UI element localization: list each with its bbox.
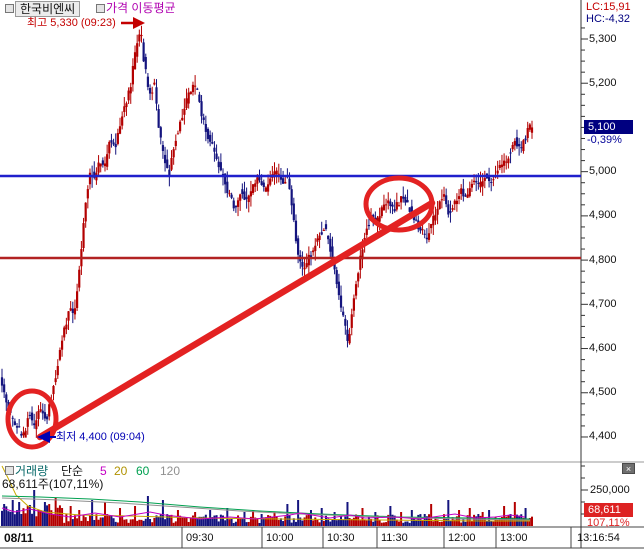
price-tick-label: 4,500 xyxy=(589,386,617,399)
time-axis-label: 08/11 xyxy=(4,531,34,545)
stock-name-label: 한국비엔씨 xyxy=(15,1,81,17)
close-icon[interactable]: × xyxy=(622,463,635,474)
volume-pct-label: 107,11% xyxy=(587,517,630,529)
price-change-label: -0,39% xyxy=(587,134,622,146)
volume-ma-period-label: 5 xyxy=(100,464,107,478)
volume-info-label: 68,611주(107,11%) xyxy=(2,477,104,491)
day-high-annotation: 최고 5,330 (09:23) xyxy=(27,17,116,29)
price-tick-label: 5,200 xyxy=(589,76,617,89)
price-tick-label: 4,600 xyxy=(589,342,617,355)
price-tick-label: 4,900 xyxy=(589,209,617,222)
day-low-annotation: 최저 4,400 (09:04) xyxy=(56,431,145,443)
price-ma-toggle-checkbox[interactable] xyxy=(96,4,105,13)
volume-ma-period-label: 20 xyxy=(114,464,128,478)
time-axis-label: 13:16:54 xyxy=(577,532,620,544)
price-tick-label: 4,400 xyxy=(589,430,617,443)
time-axis-label: 13:00 xyxy=(500,532,528,544)
price-tick-label: 4,800 xyxy=(589,253,617,266)
volume-toggle-checkbox[interactable] xyxy=(5,466,14,475)
price-tick-label: 5,300 xyxy=(589,32,617,45)
volume-legend-label: 거래량 xyxy=(15,464,49,478)
current-price-badge: 5,100 xyxy=(584,120,633,134)
price-ma-label: 가격 이동평균 xyxy=(106,1,176,15)
time-axis-label: 11:30 xyxy=(381,532,408,544)
stock-toggle-checkbox[interactable] xyxy=(5,4,14,13)
price-tick-label: 5,000 xyxy=(589,165,617,178)
price-tick-label: 4,700 xyxy=(589,297,617,310)
time-axis-label: 10:30 xyxy=(327,532,355,544)
time-axis-label: 10:00 xyxy=(266,532,294,544)
volume-axis-tick-label: 250,000 xyxy=(590,484,630,496)
hc-value: HC:-4,32 xyxy=(586,13,631,25)
volume-ma-period-label: 120 xyxy=(160,464,181,478)
volume-ma-period-label: 60 xyxy=(136,464,150,478)
time-axis-label: 12:00 xyxy=(448,532,476,544)
current-volume-badge: 68,611 xyxy=(584,503,633,517)
time-axis-label: 09:30 xyxy=(186,532,214,544)
volume-ma-type-label: 단순 xyxy=(61,464,84,478)
lc-value: LC:15,91 xyxy=(586,1,631,13)
